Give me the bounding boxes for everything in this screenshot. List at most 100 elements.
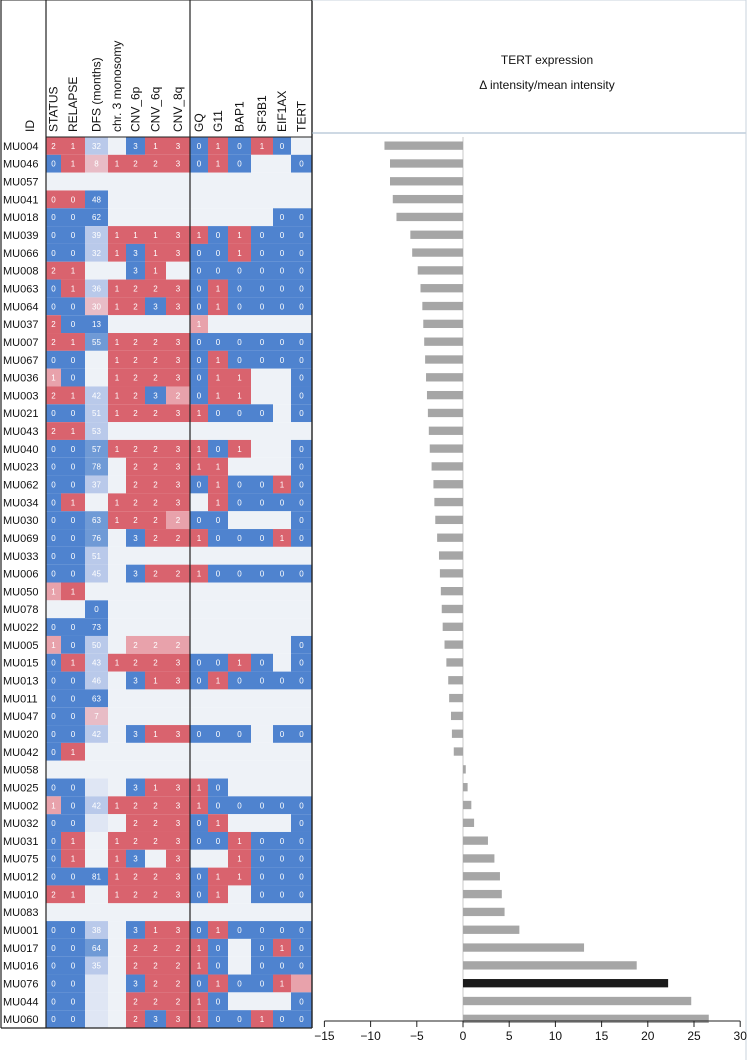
heatmap-cell [190, 422, 208, 440]
heatmap-cell [291, 974, 312, 993]
heatmap-cell [85, 279, 108, 298]
heatmap-cell [126, 689, 145, 708]
cell-value: 3 [176, 160, 181, 169]
table-row: 2 0 13 1 [46, 315, 312, 334]
heatmap-cell [273, 725, 291, 743]
heatmap-cell [228, 618, 251, 636]
heatmap-cell [273, 742, 291, 761]
heatmap-cell [228, 778, 251, 797]
cell-value: 3 [176, 231, 181, 240]
cell-value: 0 [216, 249, 221, 258]
row-id-label: MU011 [3, 693, 38, 705]
cell-value: 0 [51, 712, 56, 721]
bar-mu012 [463, 872, 500, 881]
cell-value: 0 [197, 516, 202, 525]
heatmap-cell [273, 564, 291, 583]
bar-mu044 [463, 996, 692, 1006]
cell-value: 0 [51, 302, 56, 311]
heatmap-cell [291, 439, 312, 458]
heatmap-cell [126, 261, 145, 280]
bar-mu076 [463, 979, 669, 988]
cell-value: 2 [153, 890, 158, 899]
heatmap-cell [273, 190, 291, 209]
heatmap-cell [126, 226, 145, 244]
heatmap-cell [208, 885, 228, 904]
heatmap-cell [126, 974, 145, 993]
row-id-label: MU005 [3, 640, 38, 652]
heatmap-cell [190, 493, 208, 512]
heatmap-cell [126, 368, 145, 387]
heatmap-cell [46, 689, 61, 708]
cell-value: 1 [115, 356, 120, 365]
heatmap-cell [291, 653, 312, 672]
heatmap-cell [61, 279, 85, 298]
heatmap-cell [85, 849, 108, 868]
heatmap-cell [166, 261, 190, 280]
heatmap-cell [145, 404, 166, 423]
cell-value: 3 [133, 855, 138, 864]
cell-value: 51 [92, 409, 101, 418]
heatmap-cell [291, 154, 312, 173]
heatmap-cell [85, 493, 108, 512]
row-id-label: MU067 [3, 355, 38, 367]
heatmap-cell [85, 564, 108, 583]
cell-value: 50 [92, 641, 101, 650]
header-tert: TERT [295, 100, 309, 132]
bar-mu058 [463, 765, 466, 774]
cell-value: 2 [133, 890, 138, 899]
heatmap-cell [166, 190, 190, 209]
cell-value: 0 [237, 142, 242, 151]
heatmap-cell [166, 938, 190, 957]
heatmap-cell [145, 921, 166, 939]
row-id-label: MU063 [3, 283, 38, 295]
cell-value: 1 [216, 463, 221, 472]
heatmap-cell [61, 742, 85, 761]
heatmap-cell [85, 921, 108, 939]
cell-value: 1 [153, 267, 158, 276]
heatmap-cell [126, 564, 145, 583]
cell-value: 2 [153, 463, 158, 472]
heatmap-cell [126, 386, 145, 405]
cell-value: 0 [237, 979, 242, 988]
heatmap-cell [190, 475, 208, 494]
heatmap-cell [251, 671, 273, 690]
cell-value: 0 [216, 570, 221, 579]
heatmap-cell [228, 137, 251, 155]
heatmap-cell [190, 350, 208, 369]
cell-value: 1 [216, 677, 221, 686]
cell-value: 46 [92, 677, 101, 686]
table-row: 1 0 1 2 2 3 0 1 1 0 [46, 368, 312, 387]
heatmap-cell [46, 137, 61, 155]
heatmap-cell [208, 529, 228, 547]
cell-value: 0 [216, 338, 221, 347]
heatmap-cell [145, 279, 166, 298]
heatmap-cell [126, 243, 145, 262]
heatmap-cell [190, 172, 208, 191]
heatmap-cell [108, 760, 126, 779]
cell-value: 0 [280, 231, 285, 240]
bar-mu011 [449, 693, 463, 703]
heatmap-cell [208, 903, 228, 922]
cell-value: 3 [133, 570, 138, 579]
bar-mu040 [429, 444, 463, 453]
heatmap-cell [166, 618, 190, 636]
header-eif1ax: EIF1AX [275, 91, 289, 132]
heatmap-cell [190, 226, 208, 244]
bar-mu078 [441, 604, 463, 614]
heatmap-cell [208, 831, 228, 850]
cell-value: 0 [71, 374, 76, 383]
cell-value: 0 [51, 534, 56, 543]
cell-value: 2 [133, 641, 138, 650]
cell-value: 1 [197, 783, 202, 792]
cell-value: 0 [216, 997, 221, 1006]
heatmap-cell [228, 653, 251, 672]
row-id-label: MU008 [3, 266, 38, 278]
heatmap-cell [251, 885, 273, 904]
heatmap-cell [228, 386, 251, 405]
mutation-heatmap: 2 1 32 3 1 3 0 1 0 1 00 1 8 1 2 2 3 0 1 0 00 0 480 0 62 0 00 0 39 1 1 1… [46, 137, 312, 1028]
cell-value: 0 [260, 338, 265, 347]
cell-value: 0 [197, 356, 202, 365]
row-id-label: MU023 [3, 462, 38, 474]
heatmap-cell [208, 618, 228, 636]
row-id-label: MU083 [3, 907, 38, 919]
